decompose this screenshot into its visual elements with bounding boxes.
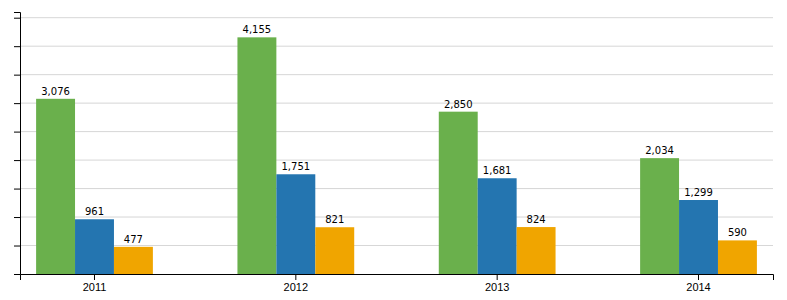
y-tick	[14, 18, 20, 19]
y-axis	[14, 13, 21, 275]
y-tick-mark	[14, 18, 20, 19]
y-tick	[14, 217, 20, 218]
y-tick	[14, 103, 20, 104]
y-tick-mark	[14, 132, 20, 133]
data-label: 1,681	[483, 165, 512, 176]
plot: 2011 2012 2013 2014 3,076 4,155 2,850 2,034 961 1…	[14, 13, 774, 293]
data-label: 2,850	[444, 99, 473, 110]
x-tick-mark	[295, 274, 296, 280]
y-tick-mark	[14, 189, 20, 190]
x-tick: 2013	[485, 274, 509, 293]
data-label: 961	[85, 206, 104, 217]
y-tick	[14, 132, 20, 133]
data-label: 4,155	[243, 24, 272, 35]
bar	[679, 200, 718, 274]
data-label: 1,751	[282, 161, 311, 172]
y-tick	[14, 160, 20, 161]
bar	[478, 178, 517, 274]
x-tick: 2014	[686, 274, 710, 293]
x-tick-label: 2012	[284, 281, 308, 293]
x-tick-mark	[698, 274, 699, 280]
grid-line	[20, 46, 773, 47]
data-label: 3,076	[41, 86, 70, 97]
grid-line	[20, 17, 773, 18]
y-axis-line	[14, 13, 21, 275]
bar	[718, 240, 757, 274]
y-tick	[14, 246, 20, 247]
x-tick: 2012	[284, 274, 308, 293]
data-label: 821	[325, 214, 344, 225]
y-tick	[14, 46, 20, 47]
bar	[114, 247, 153, 274]
data-labels: 3,076 4,155 2,850 2,034 961 1,751 1,681 1,299 47…	[41, 24, 747, 244]
bar	[517, 227, 556, 274]
bars	[36, 37, 757, 274]
x-tick-label: 2014	[686, 281, 710, 293]
bar	[36, 99, 75, 274]
x-tick-mark	[497, 274, 498, 280]
x-axis: 2011 2012 2013 2014	[21, 274, 774, 293]
y-tick-mark	[14, 160, 20, 161]
y-tick	[14, 189, 20, 190]
bar	[640, 158, 679, 274]
data-label: 2,034	[645, 145, 674, 156]
y-tick-mark	[14, 217, 20, 218]
bar	[315, 227, 354, 274]
bar	[439, 112, 478, 274]
data-label: 590	[728, 227, 747, 238]
y-tick-mark	[14, 246, 20, 247]
data-label: 824	[527, 214, 546, 225]
grid-line	[20, 103, 773, 104]
x-tick-label: 2013	[485, 281, 509, 293]
bar	[276, 174, 315, 274]
x-tick: 2011	[83, 274, 107, 293]
x-tick-label: 2011	[83, 281, 107, 293]
y-tick-mark	[14, 103, 20, 104]
y-tick-mark	[14, 75, 20, 76]
x-tick-mark	[94, 274, 95, 280]
bar	[75, 219, 114, 274]
y-tick-mark	[14, 46, 20, 47]
grid-line	[20, 131, 773, 132]
chart: 2011 2012 2013 2014 3,076 4,155 2,850 2,034 961 1…	[0, 0, 787, 300]
data-label: 1,299	[684, 187, 713, 198]
y-tick	[14, 75, 20, 76]
x-axis-line	[21, 275, 774, 281]
grid-line	[20, 74, 773, 75]
data-label: 477	[124, 234, 143, 245]
bar	[237, 37, 276, 274]
